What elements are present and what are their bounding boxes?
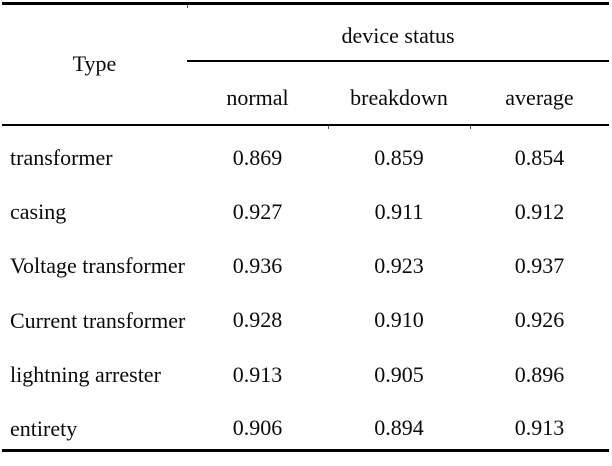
row-label: casing	[10, 199, 67, 225]
value-cell: 0.913	[514, 415, 565, 441]
value-cell: 0.926	[514, 307, 565, 333]
table-row-casing: casing 0.927 0.911 0.912	[2, 179, 609, 233]
value-cell: 0.928	[232, 307, 283, 333]
column-boundary-tick	[187, 5, 188, 8]
header-row-columns: normal breakdown average	[2, 60, 609, 126]
value-cell: 0.911	[374, 198, 424, 224]
value-cell: 0.936	[232, 252, 283, 278]
row-label: lightning arrester	[10, 362, 161, 388]
column-boundary-tick	[328, 126, 329, 129]
row-label: Voltage transformer	[10, 253, 185, 279]
value-cell: 0.913	[232, 361, 283, 387]
value-cell: 0.854	[514, 144, 565, 170]
value-cell: 0.869	[232, 144, 283, 170]
row-label: entirety	[10, 415, 78, 441]
table-row-current-transformer: Current transformer 0.928 0.910 0.926	[2, 288, 609, 342]
device-status-results-table: Type device status normal breakdown aver…	[2, 2, 609, 453]
value-cell: 0.923	[374, 252, 424, 278]
value-cell: 0.927	[232, 198, 283, 224]
table-row-transformer: transformer 0.869 0.859 0.854	[2, 125, 609, 179]
column-boundary-tick	[470, 126, 471, 129]
value-cell: 0.910	[374, 307, 424, 333]
table-row-voltage-transformer: Voltage transformer 0.936 0.923 0.937	[2, 233, 609, 287]
table-row-entirety: entirety 0.906 0.894 0.913	[2, 396, 609, 450]
value-cell: 0.894	[374, 415, 424, 441]
row-label: Current transformer	[10, 307, 186, 333]
column-header-breakdown: breakdown	[328, 60, 470, 126]
column-header-average: average	[470, 60, 609, 126]
value-cell: 0.906	[232, 415, 283, 441]
value-cell: 0.912	[514, 198, 565, 224]
value-cell: 0.905	[374, 361, 424, 387]
table-row-lightning-arrester: lightning arrester 0.913 0.905 0.896	[2, 342, 609, 396]
header-row-group: Type device status	[2, 3, 609, 126]
value-cell: 0.896	[514, 361, 565, 387]
value-cell: 0.859	[374, 144, 424, 170]
device-status-group-header: device status	[187, 3, 609, 62]
type-column-header: Type	[2, 3, 187, 126]
column-header-normal: normal	[187, 60, 328, 126]
value-cell: 0.937	[514, 252, 565, 278]
row-label: transformer	[10, 145, 113, 171]
